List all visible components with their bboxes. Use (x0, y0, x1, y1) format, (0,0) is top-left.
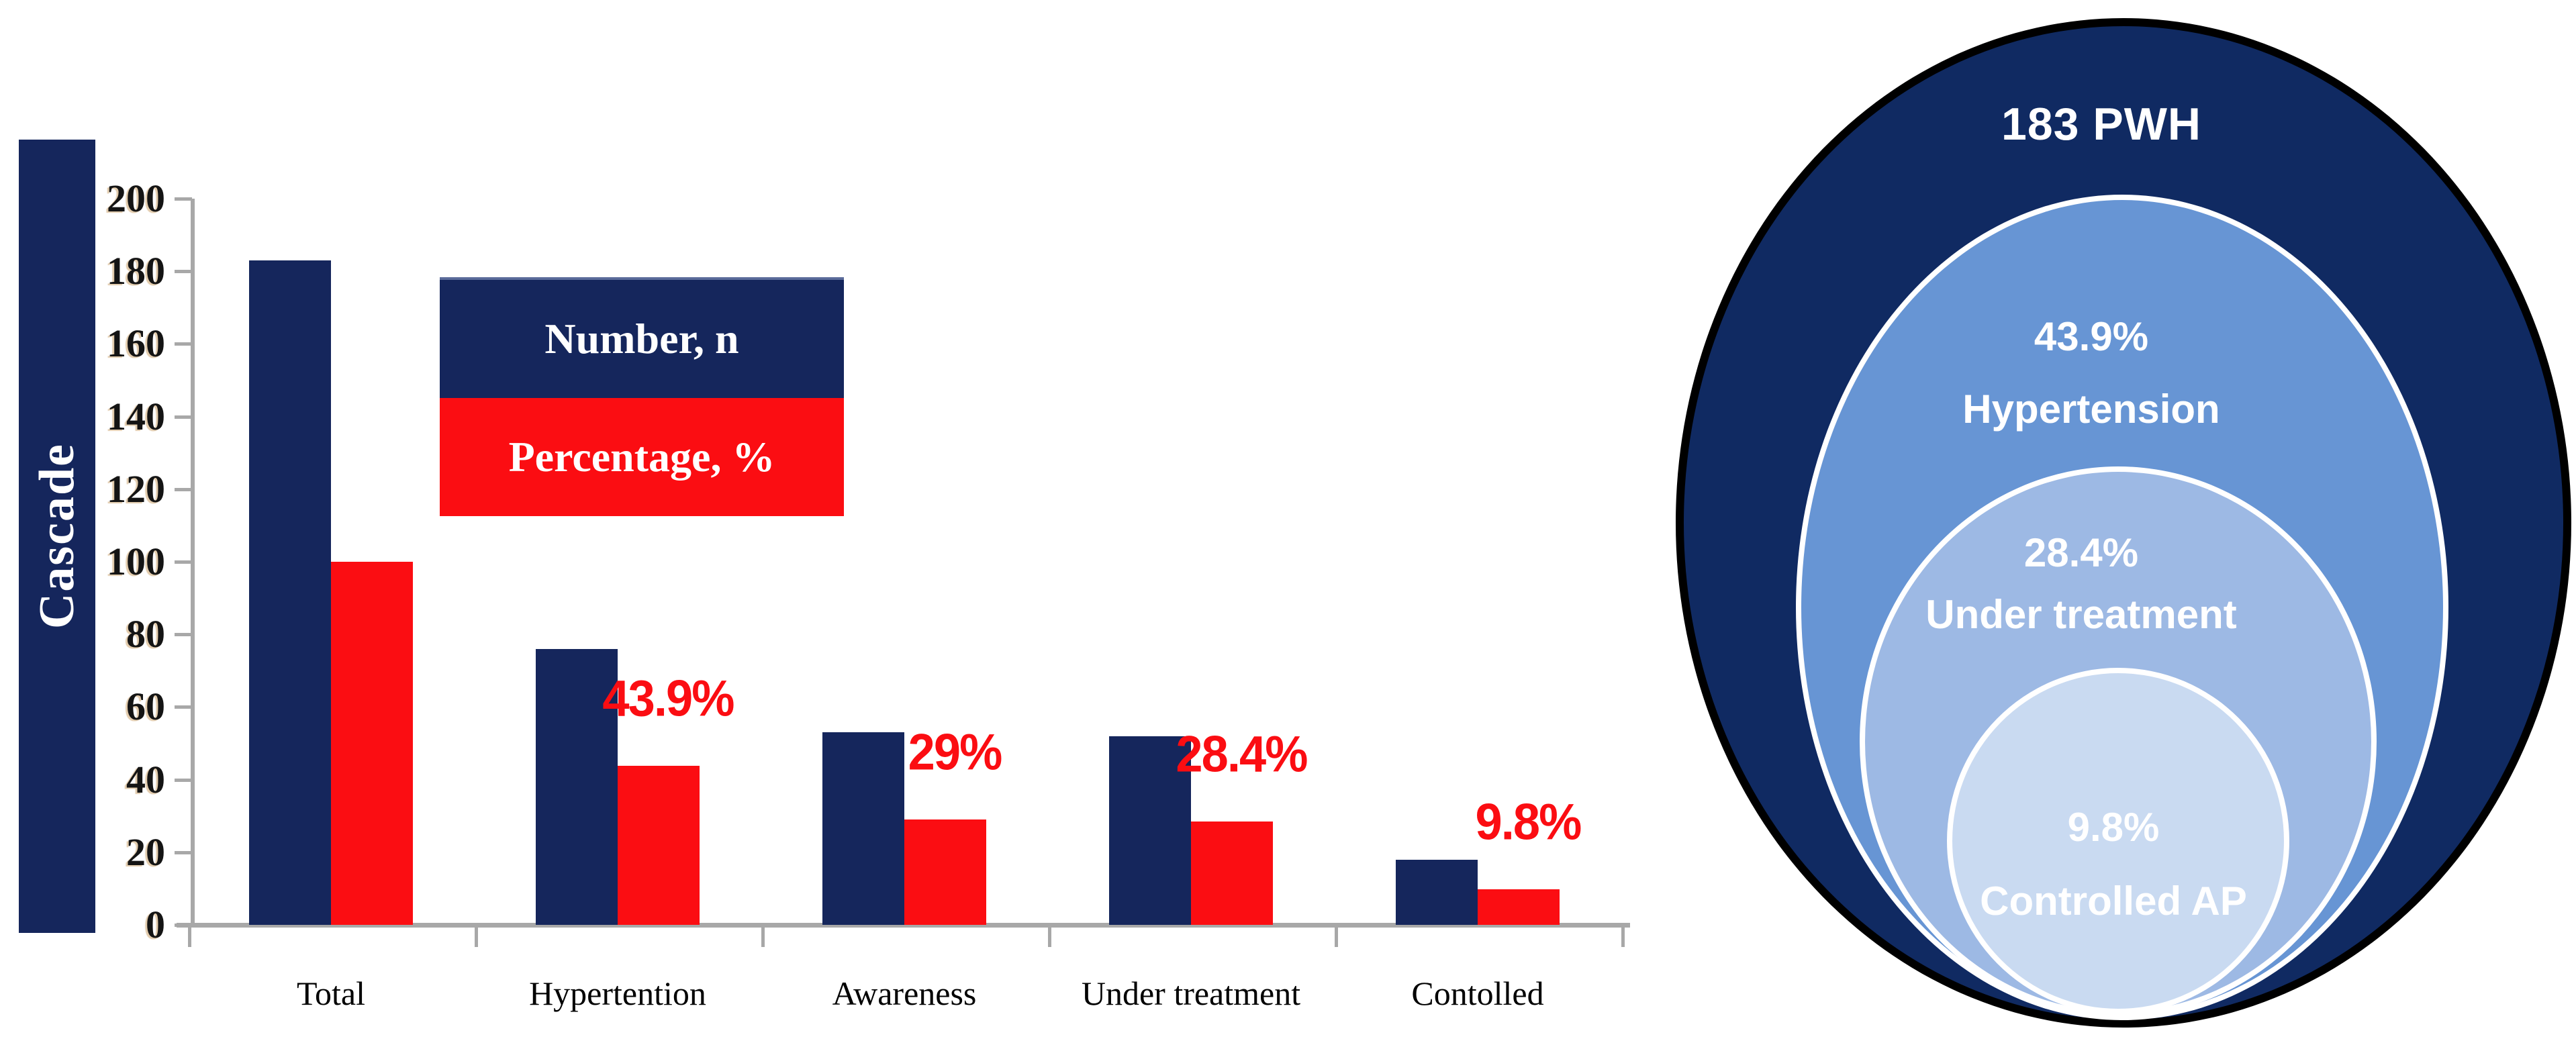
venn-label-under-treatment: 28.4% Under treatment (1925, 522, 2236, 646)
y-tick-0 (175, 924, 192, 927)
venn-under-treatment-pct: 28.4% (2023, 530, 2139, 575)
venn-hypertension-text: Hypertension (1962, 387, 2220, 432)
x-tick-5 (1621, 925, 1625, 947)
bar-value-label-1: 43.9% (602, 670, 734, 727)
category-label-2: Awareness (832, 975, 977, 1012)
y-tick-label-40: 40 (126, 757, 165, 801)
y-tick-label-120: 120 (107, 466, 165, 511)
bar-number-0 (249, 260, 331, 925)
bar-value-label-4: 9.8% (1475, 793, 1582, 851)
y-tick-label-180: 180 (107, 249, 165, 293)
y-tick-label-80: 80 (126, 612, 165, 656)
category-label-3: Under treatment (1081, 975, 1301, 1012)
category-label-0: Total (296, 975, 366, 1012)
bar-number-4 (1396, 859, 1478, 925)
venn-controlled-pct: 9.8% (2067, 805, 2160, 850)
venn-label-hypertension: 43.9% Hypertension (1962, 301, 2220, 446)
y-axis-title-band: Cascade (19, 140, 95, 933)
bar-value-label-2: 29% (908, 724, 1003, 781)
legend-label-number: Number, n (544, 315, 739, 362)
y-tick-20 (175, 850, 192, 854)
bar-number-1 (536, 648, 618, 925)
y-axis-line (191, 199, 195, 925)
x-tick-3 (1048, 925, 1051, 947)
bar-percentage-1 (618, 765, 700, 925)
venn-under-treatment-text: Under treatment (1925, 592, 2237, 637)
venn-controlled-text: Controlled AP (1980, 879, 2247, 924)
y-tick-140 (175, 415, 192, 419)
x-tick-4 (1335, 925, 1338, 947)
y-tick-120 (175, 487, 192, 491)
y-tick-label-60: 60 (126, 685, 165, 729)
y-tick-180 (175, 270, 192, 274)
venn-label-controlled: 9.8% Controlled AP (1980, 791, 2247, 938)
venn-hypertension-pct: 43.9% (2034, 314, 2149, 359)
y-tick-label-0: 0 (146, 903, 165, 946)
bar-number-3 (1109, 736, 1191, 925)
y-tick-label-100: 100 (107, 540, 165, 583)
bar-number-2 (822, 732, 904, 925)
x-axis-line (177, 923, 1630, 928)
legend-label-percentage: Percentage, % (508, 433, 775, 481)
y-tick-label-20: 20 (126, 830, 165, 874)
bar-percentage-3 (1191, 822, 1273, 925)
y-tick-label-200: 200 (107, 177, 165, 220)
y-tick-40 (175, 778, 192, 782)
x-tick-0 (188, 925, 191, 947)
bar-value-label-3: 28.4% (1176, 726, 1308, 783)
category-label-4: Contolled (1411, 975, 1544, 1012)
legend-item-percentage: Percentage, % (440, 398, 844, 516)
y-tick-60 (175, 705, 192, 709)
y-tick-label-160: 160 (107, 321, 165, 366)
y-tick-100 (175, 560, 192, 564)
venn-ring-controlled (1947, 668, 2289, 1014)
category-label-1: Hypertention (529, 975, 706, 1012)
x-tick-1 (475, 925, 478, 947)
y-tick-160 (175, 342, 192, 346)
y-tick-label-140: 140 (107, 394, 165, 438)
legend-item-number: Number, n (440, 277, 844, 398)
bar-percentage-4 (1478, 889, 1560, 925)
bar-percentage-0 (331, 562, 413, 925)
legend: Number, n Percentage, % (440, 277, 844, 516)
x-tick-2 (761, 925, 765, 947)
bar-percentage-2 (904, 819, 986, 925)
venn-label-total: 183 PWH (2001, 99, 2201, 150)
y-tick-80 (175, 633, 192, 637)
y-tick-200 (175, 197, 192, 201)
